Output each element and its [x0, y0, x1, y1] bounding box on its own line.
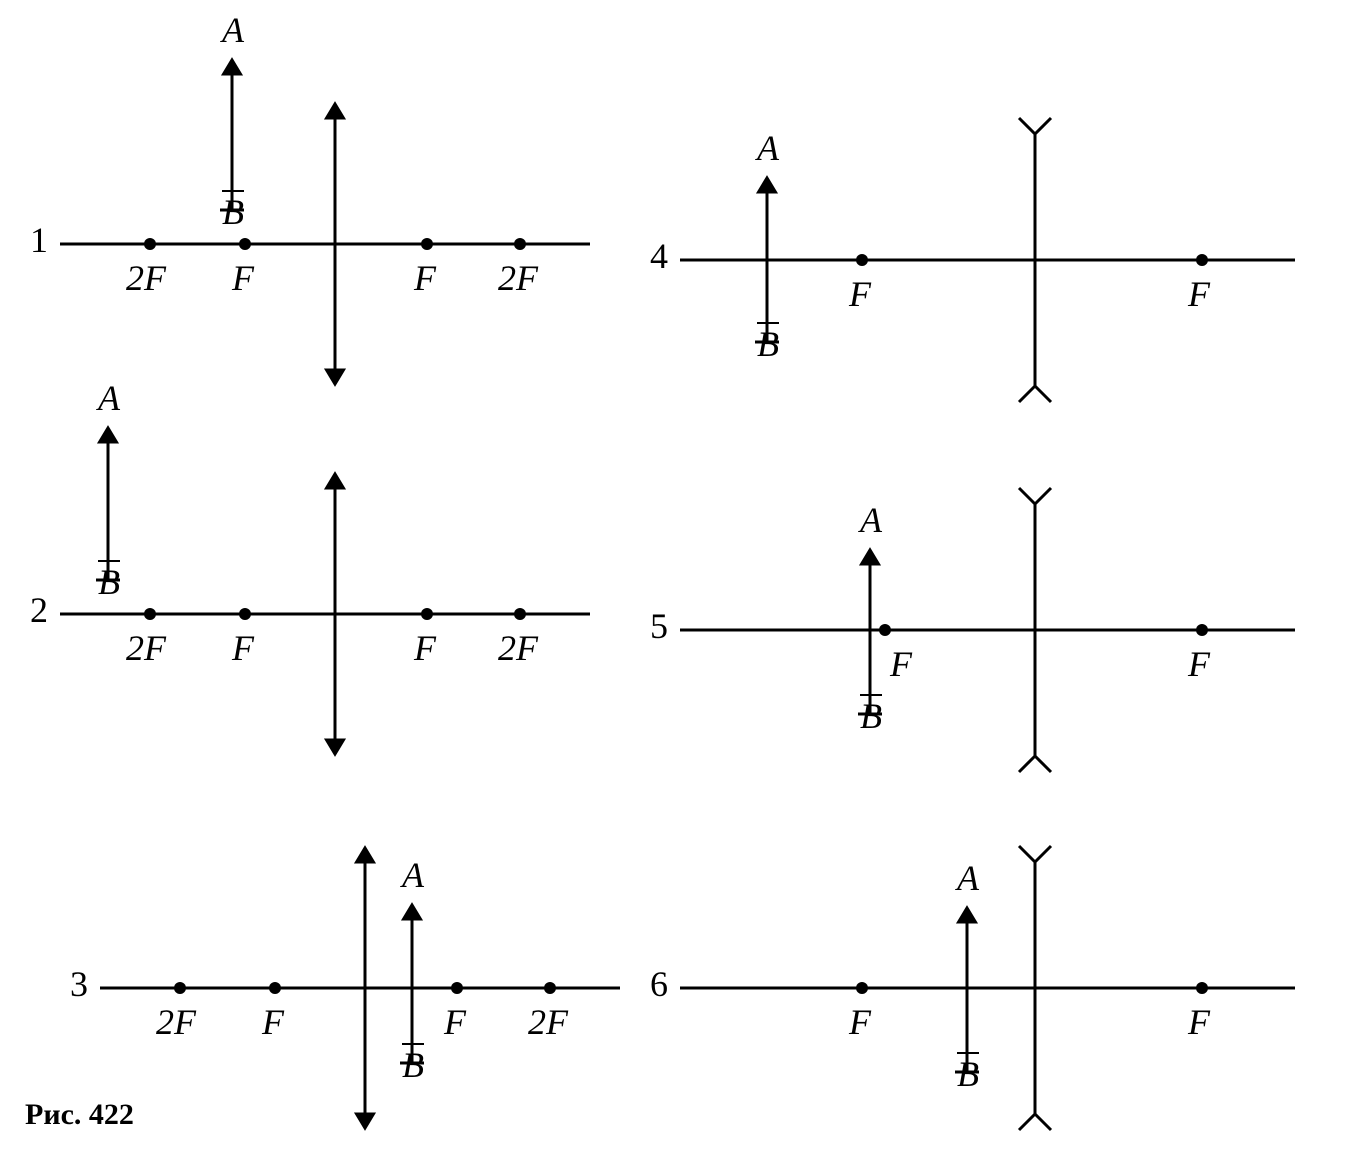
- panel-5: [680, 488, 1295, 772]
- focal-label: F: [890, 646, 912, 682]
- focal-label: F: [1188, 1004, 1210, 1040]
- focal-label: 2F: [498, 630, 538, 666]
- focal-label: F: [444, 1004, 466, 1040]
- focal-label: 2F: [126, 630, 166, 666]
- focal-label: F: [414, 630, 436, 666]
- panel-number: 5: [650, 608, 668, 644]
- point-A-label: A: [860, 502, 882, 538]
- focal-label: F: [1188, 276, 1210, 312]
- panel-1: [60, 60, 590, 384]
- focal-label: F: [232, 260, 254, 296]
- panel-6: [680, 846, 1295, 1130]
- focal-label: 2F: [126, 260, 166, 296]
- point-B-label: B: [402, 1047, 424, 1083]
- figure-caption: Рис. 422: [25, 1100, 134, 1130]
- point-A-label: A: [957, 860, 979, 896]
- panel-number: 1: [30, 222, 48, 258]
- point-A-label: A: [222, 12, 244, 48]
- focal-label: F: [414, 260, 436, 296]
- focal-label: 2F: [156, 1004, 196, 1040]
- diagram-stage: [0, 0, 1369, 1164]
- panel-2: [60, 428, 590, 754]
- focal-label: 2F: [498, 260, 538, 296]
- panel-number: 6: [650, 966, 668, 1002]
- focal-label: F: [1188, 646, 1210, 682]
- panel-number: 2: [30, 592, 48, 628]
- point-A-label: A: [402, 857, 424, 893]
- panel-3: [100, 848, 620, 1128]
- point-B-label: B: [757, 326, 779, 362]
- point-B-label: B: [860, 698, 882, 734]
- focal-label: 2F: [528, 1004, 568, 1040]
- focal-label: F: [232, 630, 254, 666]
- point-B-label: B: [222, 194, 244, 230]
- point-A-label: A: [757, 130, 779, 166]
- point-A-label: A: [98, 380, 120, 416]
- point-B-label: B: [957, 1056, 979, 1092]
- focal-label: F: [849, 276, 871, 312]
- panel-number: 4: [650, 238, 668, 274]
- panel-number: 3: [70, 966, 88, 1002]
- focal-label: F: [849, 1004, 871, 1040]
- point-B-label: B: [98, 564, 120, 600]
- focal-label: F: [262, 1004, 284, 1040]
